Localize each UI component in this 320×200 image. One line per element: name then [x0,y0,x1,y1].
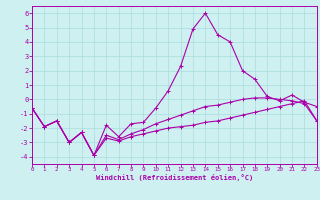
X-axis label: Windchill (Refroidissement éolien,°C): Windchill (Refroidissement éolien,°C) [96,174,253,181]
